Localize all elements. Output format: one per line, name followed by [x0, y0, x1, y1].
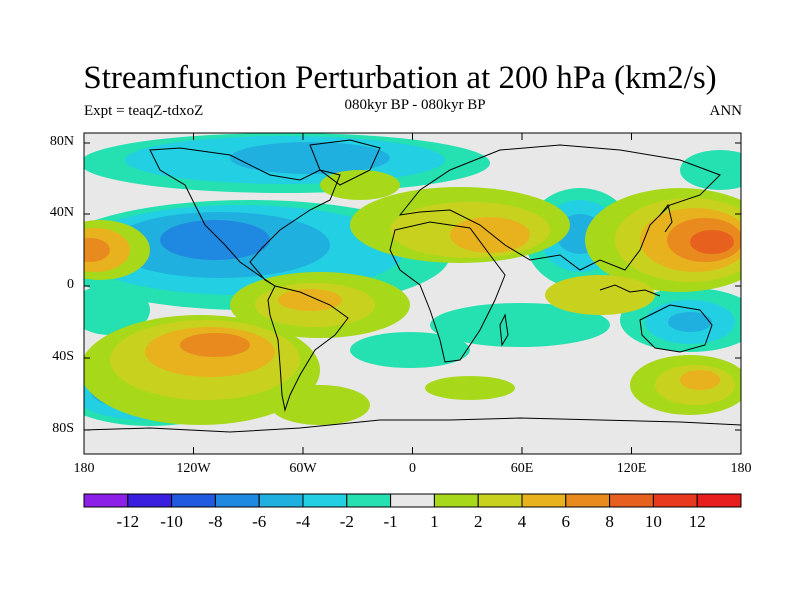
colorbar-label: 1 [430, 512, 439, 531]
lon-label-180e: 180 [730, 461, 752, 476]
colorbar-box [127, 493, 173, 508]
lon-label-120e: 120E [616, 461, 647, 476]
colorbar-box [83, 493, 129, 508]
japan-coast [659, 203, 673, 233]
lon-label-120w: 120W [176, 461, 211, 476]
eurasia-coast [398, 144, 721, 271]
colorbar-label: 6 [561, 512, 571, 531]
lat-label-0: 0 [67, 277, 74, 292]
colorbar-box [214, 493, 260, 508]
colorbar-label: -6 [252, 512, 267, 531]
lon-label-180w: 180 [73, 461, 95, 476]
colorbar-label: -10 [160, 512, 183, 531]
season-label: ANN [709, 103, 743, 119]
lat-label-80n: 80N [49, 134, 74, 149]
colorbar-label: -4 [295, 512, 311, 531]
colorbar-label: 8 [605, 512, 614, 531]
colorbar-label: -12 [116, 512, 140, 531]
lon-label-0: 0 [409, 461, 416, 476]
lat-label-40n: 40N [49, 205, 74, 220]
colorbar-label: -1 [383, 512, 398, 531]
lat-label-40s: 40S [52, 349, 74, 364]
colorbar-box [609, 493, 654, 508]
colorbar [83, 493, 742, 508]
colorbar-label: -8 [208, 512, 223, 531]
colorbar-label: 2 [473, 512, 483, 531]
lon-label-60e: 60E [510, 461, 534, 476]
north-america-coast [149, 147, 341, 287]
colorbar-box [302, 493, 348, 508]
lat-label-80s: 80S [52, 421, 74, 436]
colorbar-box [477, 493, 523, 508]
colorbar-box [652, 493, 698, 508]
australia-coast [639, 304, 713, 353]
time-label: 080kyr BP - 080kyr BP [344, 97, 486, 113]
madagascar-coast [499, 313, 509, 347]
colorbar-box [565, 493, 611, 508]
colorbar-box [346, 493, 392, 508]
antarctica-coast [84, 417, 741, 433]
south-america-coast [267, 285, 349, 412]
map-title: Streamfunction Perturbation at 200 hPa (… [83, 60, 717, 96]
experiment-label: Expt = teaqZ-tdxoZ [84, 103, 204, 119]
lon-label-60w: 60W [289, 461, 317, 476]
colorbar-label: 12 [688, 512, 706, 531]
colorbar-label: -2 [339, 512, 354, 531]
colorbar-label: 4 [517, 512, 527, 531]
indonesia-coast [599, 284, 661, 297]
lon-ticks [83, 133, 742, 454]
africa-coast [389, 221, 506, 363]
colorbar-box [696, 493, 742, 508]
colorbar-label: 10 [644, 512, 662, 531]
greenland-coast [309, 139, 381, 186]
contour-field [84, 133, 741, 426]
lat-ticks [84, 142, 741, 431]
colorbar-box [433, 493, 479, 508]
colorbar-box [521, 493, 567, 508]
neg-region-indian [430, 303, 610, 347]
colorbar-box [390, 493, 435, 508]
coastlines [84, 139, 741, 433]
colorbar-box [258, 493, 304, 508]
colorbar-box [171, 493, 216, 508]
